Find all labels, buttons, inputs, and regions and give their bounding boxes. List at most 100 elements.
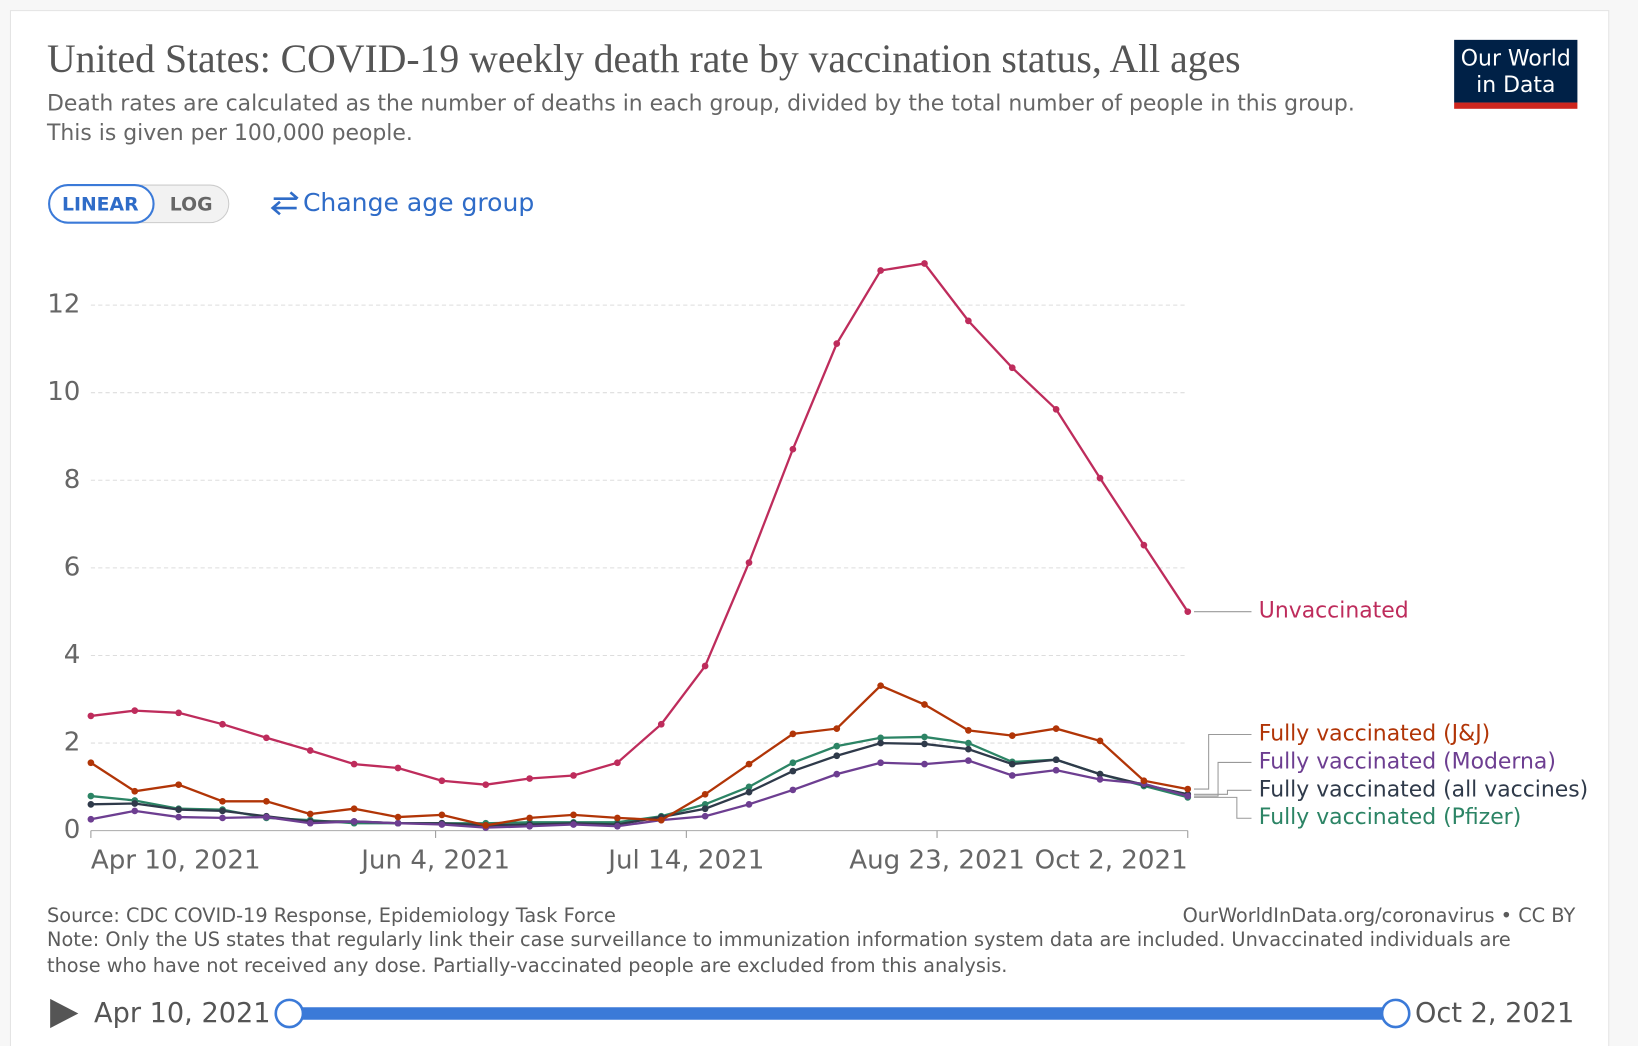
y-tick-label: 12 xyxy=(47,290,80,320)
data-point xyxy=(657,816,665,824)
note: Note: Only the US states that regularly … xyxy=(47,928,1511,951)
data-point xyxy=(1096,776,1104,783)
legend-label: Fully vaccinated (all vaccines) xyxy=(1259,777,1588,802)
plot: 0 2 4 6 8 10 12 Apr 10, 2021 Jun 4, 2021 Jul 14, … xyxy=(47,260,1588,875)
data-point xyxy=(921,733,928,741)
data-point xyxy=(394,813,402,821)
data-point xyxy=(1140,777,1148,785)
legend-label: Fully vaccinated (Pfizer) xyxy=(1259,805,1521,830)
play-button[interactable] xyxy=(50,998,79,1029)
data-point xyxy=(921,260,928,267)
age-label[interactable]: Change age group xyxy=(303,188,534,217)
data-point xyxy=(833,770,841,778)
data-point xyxy=(87,759,95,767)
data-point xyxy=(921,740,928,748)
data-point xyxy=(614,814,621,822)
scale-toggle: LINEAR LOG xyxy=(48,184,230,224)
data-point xyxy=(1008,772,1016,779)
linear-label[interactable]: LINEAR xyxy=(62,194,139,215)
subtitle: Death rates are calculated as the number… xyxy=(47,92,1355,117)
data-point xyxy=(833,752,841,760)
series-line xyxy=(90,684,1188,827)
data-point xyxy=(219,720,226,728)
y-tick-label: 10 xyxy=(47,377,80,407)
data-point xyxy=(965,727,972,734)
y-tick-label: 2 xyxy=(64,728,81,758)
data-point xyxy=(745,760,753,768)
x-tick-label: Oct 2, 2021 xyxy=(1035,845,1188,875)
data-point xyxy=(614,822,621,830)
swap-icon xyxy=(270,191,299,216)
data-point xyxy=(438,811,446,819)
data-point xyxy=(263,734,270,742)
y-tick-label: 6 xyxy=(64,552,81,582)
data-point xyxy=(789,730,797,738)
data-point xyxy=(131,787,139,795)
data-point xyxy=(131,800,139,807)
age-button[interactable]: Change age group xyxy=(270,188,535,217)
data-point xyxy=(1052,725,1060,732)
logo-bar xyxy=(1454,102,1578,109)
data-point xyxy=(789,445,797,453)
data-point xyxy=(745,559,753,566)
logo-box xyxy=(1454,39,1578,103)
data-point xyxy=(482,822,490,829)
y-tick-label: 4 xyxy=(64,640,81,670)
timeline-start: Apr 10, 2021 xyxy=(94,998,271,1029)
legend-label: Fully vaccinated (J&J) xyxy=(1259,722,1490,747)
data-point xyxy=(438,777,446,785)
data-point xyxy=(350,760,358,768)
data-point xyxy=(394,819,402,827)
legend-connector xyxy=(1194,761,1252,797)
legend-connector xyxy=(1194,796,1252,819)
timeline-bar[interactable] xyxy=(289,1007,1396,1020)
data-point xyxy=(1008,732,1016,739)
data-point xyxy=(306,810,314,818)
data-point xyxy=(921,701,928,708)
data-point xyxy=(701,662,709,670)
data-point xyxy=(877,734,884,742)
data-point xyxy=(1140,541,1148,549)
data-point xyxy=(263,797,270,805)
data-point xyxy=(526,814,533,822)
timeline-handle[interactable] xyxy=(274,998,305,1029)
logo[interactable]: Our World in Data xyxy=(1454,39,1578,109)
data-point xyxy=(965,745,972,753)
data-point xyxy=(482,781,490,789)
x-tick-label: Apr 10, 2021 xyxy=(91,845,261,875)
data-point xyxy=(438,821,446,828)
data-point xyxy=(1096,737,1104,745)
data-point xyxy=(1184,792,1192,800)
data-point xyxy=(570,811,577,819)
data-point xyxy=(789,767,797,775)
source: Source: CDC COVID-19 Response, Epidemiol… xyxy=(47,904,616,927)
y-tick-label: 8 xyxy=(64,465,81,495)
subtitle: This is given per 100,000 people. xyxy=(46,121,413,146)
log-label[interactable]: LOG xyxy=(170,194,213,215)
data-point xyxy=(131,707,139,714)
data-point xyxy=(657,720,665,728)
data-point xyxy=(175,781,182,789)
data-point xyxy=(921,760,928,768)
data-point xyxy=(394,764,402,772)
data-point xyxy=(350,818,358,825)
data-point xyxy=(877,739,884,747)
timeline-end: Oct 2, 2021 xyxy=(1415,998,1574,1029)
url[interactable]: OurWorldInData.org/coronavirus • CC BY xyxy=(1183,904,1576,927)
data-point xyxy=(701,805,709,813)
timeline-handle[interactable] xyxy=(1380,998,1411,1029)
data-point xyxy=(570,772,577,779)
x-tick-label: Jul 14, 2021 xyxy=(606,845,764,875)
data-point xyxy=(1184,785,1192,793)
logo-text: in Data xyxy=(1476,73,1555,98)
data-point xyxy=(526,775,533,782)
data-point xyxy=(87,792,95,800)
data-point xyxy=(1096,474,1104,482)
data-point xyxy=(306,747,314,754)
data-point xyxy=(1096,770,1104,778)
linear-button[interactable] xyxy=(48,184,155,224)
timeline: Apr 10, 2021 Oct 2, 2021 xyxy=(50,998,1574,1029)
data-point xyxy=(1052,406,1060,413)
series-line xyxy=(90,262,1189,786)
chart-title: United States: COVID-19 weekly death rat… xyxy=(47,37,1241,81)
